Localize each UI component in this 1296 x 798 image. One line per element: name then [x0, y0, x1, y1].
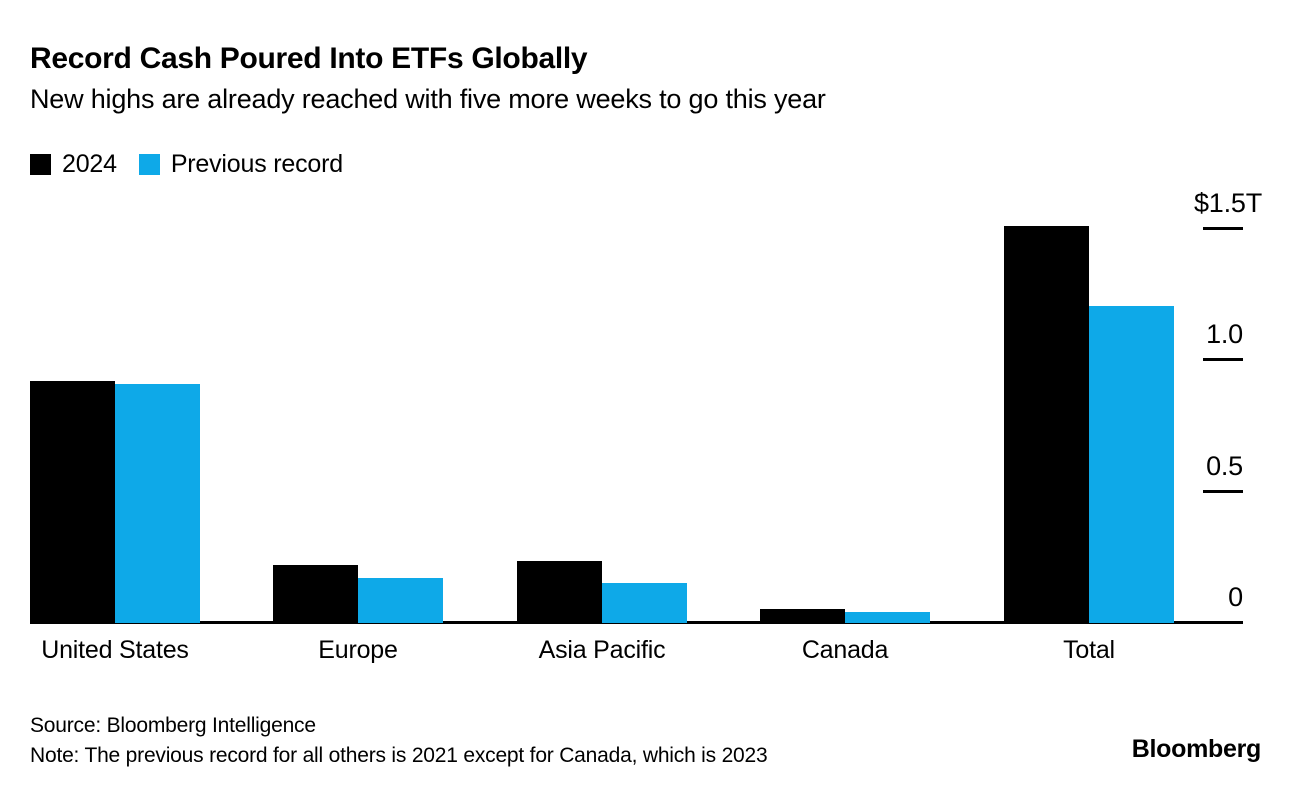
bar-previous-record-united-states [115, 384, 200, 623]
bar-previous-record-total [1089, 306, 1174, 623]
chart-title: Record Cash Poured Into ETFs Globally [30, 42, 588, 75]
y-axis-tick-mark [1203, 358, 1243, 361]
bloomberg-logo: Bloomberg [1131, 735, 1262, 763]
x-axis-label-canada: Canada [801, 636, 889, 664]
bar-2024-europe [273, 565, 358, 623]
y-axis-label-0: 0 [1228, 582, 1243, 612]
bar-2024-united-states [30, 381, 115, 623]
chart-subtitle: New highs are already reached with five … [30, 84, 826, 114]
bar-previous-record-canada [845, 612, 930, 623]
y-axis-label-1-0: 1.0 [1206, 319, 1243, 349]
y-axis-tick-mark [1203, 490, 1243, 493]
legend-label: 2024 [62, 149, 117, 178]
bar-previous-record-europe [358, 578, 443, 623]
chart-legend: 2024 Previous record [30, 150, 343, 178]
legend-item-2024: 2024 [30, 150, 117, 179]
x-axis-label-united-states: United States [41, 636, 189, 664]
legend-swatch-2024 [30, 153, 51, 175]
source-text: Source: Bloomberg Intelligence [30, 714, 316, 737]
y-axis-tick-mark [1203, 227, 1243, 230]
y-axis-label--1-5t: $1.5T [1193, 188, 1262, 218]
x-axis-label-total: Total [1063, 636, 1115, 664]
x-axis-label-europe: Europe [318, 636, 398, 664]
y-axis-label-0-5: 0.5 [1206, 451, 1243, 481]
bar-2024-total [1004, 226, 1089, 623]
legend-label: Previous record [170, 149, 343, 178]
bar-2024-canada [760, 609, 845, 623]
note-text: Note: The previous record for all others… [30, 744, 768, 767]
x-axis-label-asia-pacific: Asia Pacific [538, 636, 666, 664]
legend-item-previous-record: Previous record [138, 149, 343, 179]
legend-swatch-previous-record [138, 153, 160, 175]
bar-previous-record-asia-pacific [602, 583, 687, 623]
bar-2024-asia-pacific [517, 561, 602, 623]
